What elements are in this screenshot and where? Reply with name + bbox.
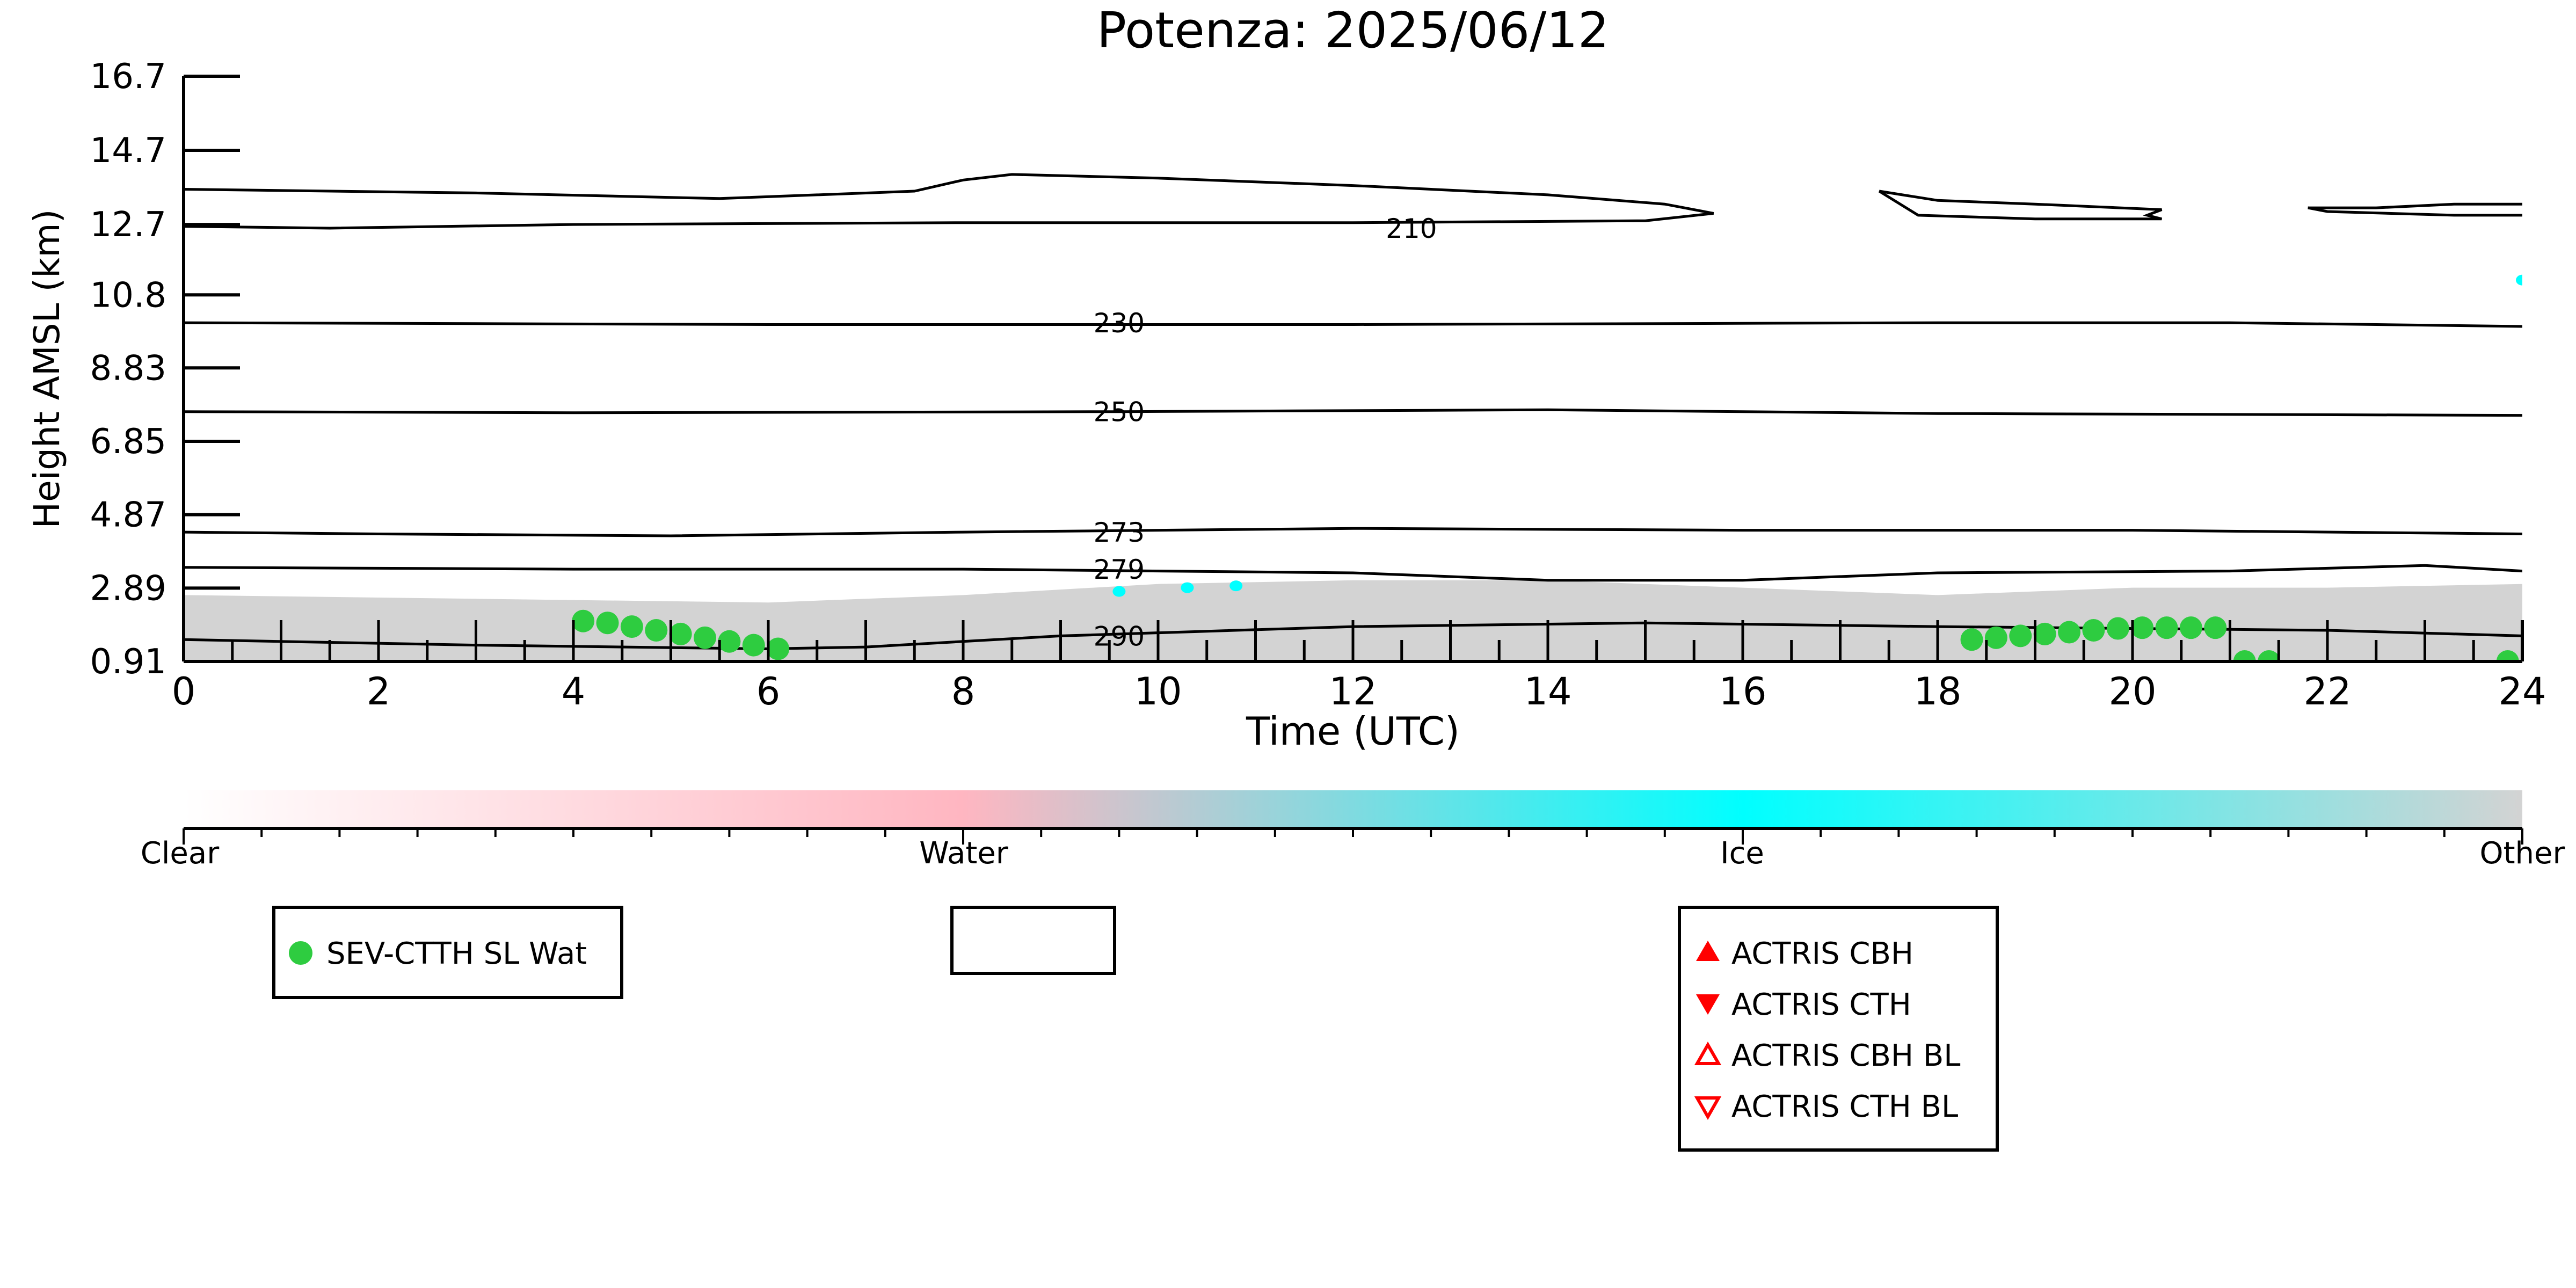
colorbar: Clear Water Ice Other: [141, 790, 2565, 871]
legend-actris-cth-label: ACTRIS CTH: [1731, 987, 1911, 1022]
legend-actris-box: [1678, 906, 1999, 1152]
ice-point: [2516, 274, 2522, 286]
sev-ctth-point: [2179, 616, 2202, 639]
y-tick-label: 0.91: [90, 642, 167, 682]
x-tick-label: 14: [1524, 670, 1571, 714]
axes: 0 2 4 6 8 10 12 14 16 18 20 22 24 0.912.894.876.858.…: [90, 57, 2546, 714]
sev-ctth-point: [2204, 616, 2227, 639]
x-tick-label: 4: [562, 670, 586, 714]
x-tick-label: 16: [1719, 670, 1766, 714]
ice-point: [1229, 580, 1243, 592]
isotherm-210-line: [1878, 190, 2163, 221]
colorbar-label-clear: Clear: [141, 836, 220, 871]
y-tick-label: 12.7: [90, 205, 167, 245]
x-tick-label: 2: [367, 670, 391, 714]
sev-ctth-point: [718, 630, 741, 653]
legend-actris-cbh-marker: [1696, 941, 1720, 961]
isotherm-label-210: 210: [1386, 213, 1437, 244]
isotherm-230-line: [184, 321, 2522, 328]
sev-ctth-point: [596, 612, 619, 635]
plot-area: 210 230 250 273 279 290: [184, 173, 2522, 661]
sev-ctth-point: [2106, 617, 2129, 640]
legend-actris-cbh-label: ACTRIS CBH: [1731, 936, 1913, 971]
isotherm-label-279: 279: [1094, 554, 1145, 585]
x-tick-label: 22: [2303, 670, 2351, 714]
sev-ctth-point: [2009, 624, 2032, 647]
y-tick-label: 10.8: [90, 275, 167, 315]
ice-layer: [1112, 274, 2522, 597]
sev-ctth-point: [669, 622, 692, 645]
sev-ctth-point: [742, 634, 765, 657]
isotherm-layer: 210 230 250 273 279 290: [184, 173, 2522, 652]
ice-point: [1112, 586, 1126, 597]
isotherm-273-line: [184, 527, 2522, 537]
colorbar-gradient: [184, 790, 2522, 827]
sev-ctth-point: [1984, 626, 2007, 649]
sev-ctth-point: [620, 615, 643, 638]
y-tick-label: 6.85: [90, 422, 167, 462]
x-tick-label: 10: [1134, 670, 1182, 714]
colorbar-label-ice: Ice: [1720, 836, 1764, 871]
legend-satellite: SEV-CTTH SL Wat: [272, 906, 623, 999]
sev-ctth-point: [2082, 619, 2105, 642]
y-tick-label: 8.83: [90, 348, 167, 388]
legend-actris-cth-marker: [1696, 994, 1720, 1015]
sev-ctth-point: [2233, 650, 2256, 661]
isotherm-label-230: 230: [1094, 308, 1145, 339]
x-tick-label: 20: [2108, 670, 2156, 714]
legend-actris-cbh-bl-marker: [1694, 1041, 1722, 1065]
ice-point: [1181, 582, 1194, 593]
colorbar-label-water: Water: [919, 836, 1009, 871]
satellite-points-layer: [572, 609, 2519, 661]
legend-actris-cth-bl-marker: [1694, 1096, 1722, 1120]
sev-ctth-point: [2496, 650, 2519, 661]
sev-ctth-point: [2033, 622, 2056, 645]
x-tick-label: 0: [172, 670, 196, 714]
y-tick-label: 14.7: [90, 131, 167, 171]
sev-ctth-point: [694, 626, 717, 649]
isotherm-label-290: 290: [1094, 621, 1145, 652]
sev-ctth-point: [2155, 616, 2178, 639]
legend-satellite-box: [272, 906, 623, 999]
x-tick-label: 6: [756, 670, 781, 714]
y-axis-label: Height AMSL (km): [26, 209, 68, 529]
y-tick-label: 16.7: [90, 57, 167, 97]
legend-satellite-marker: [289, 941, 312, 965]
isotherm-210-line: [2308, 202, 2522, 209]
x-tick-label: 12: [1329, 670, 1377, 714]
y-ticks: 0.91 2.89 4.87 6.85 8.83 10.8 12.7 14.7 16.7: [90, 57, 240, 682]
sev-ctth-point: [2131, 616, 2154, 639]
isotherm-210-line: [2308, 206, 2522, 217]
legend-empty-box: [950, 906, 1116, 975]
legend-actris-cth-bl-label: ACTRIS CTH BL: [1731, 1089, 1958, 1124]
chart-title: Potenza: 2025/06/12: [1097, 2, 1610, 59]
isotherm-label-273: 273: [1094, 517, 1145, 548]
y-tick-label: 2.89: [90, 569, 167, 608]
legend-satellite-label: SEV-CTTH SL Wat: [326, 936, 587, 971]
sev-ctth-point: [767, 637, 790, 660]
isotherm-250-line: [184, 408, 2522, 417]
x-tick-label: 18: [1913, 670, 1961, 714]
sev-ctth-point: [2058, 621, 2081, 644]
isotherm-210-line: [184, 173, 1714, 230]
colorbar-label-other: Other: [2479, 836, 2565, 871]
sev-ctth-point: [1960, 628, 1983, 651]
sev-ctth-point: [645, 619, 668, 642]
x-axis-label: Time (UTC): [1246, 709, 1460, 754]
legend-actris: ACTRIS CBH ACTRIS CTH ACTRIS CBH BL ACTR…: [1678, 906, 1999, 1152]
isotherm-279-line: [184, 564, 2522, 582]
isotherm-label-250: 250: [1094, 397, 1145, 428]
y-tick-label: 4.87: [90, 496, 167, 535]
legend-empty: [950, 906, 1116, 975]
sev-ctth-point: [2258, 650, 2281, 661]
x-ticks: 0 2 4 6 8 10 12 14 16 18 20 22 24: [172, 620, 2546, 714]
x-tick-label: 8: [951, 670, 976, 714]
x-tick-label: 24: [2498, 670, 2546, 714]
legend-actris-cbh-bl-label: ACTRIS CBH BL: [1731, 1038, 1960, 1073]
sev-ctth-point: [572, 609, 595, 632]
colorbar-ticks: [183, 828, 2523, 845]
